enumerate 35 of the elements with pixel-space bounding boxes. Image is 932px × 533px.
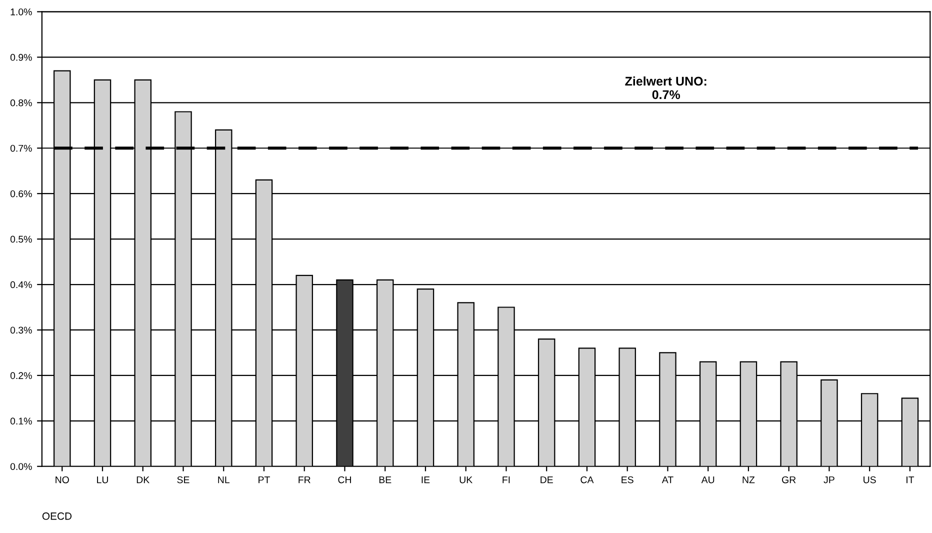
x-tick-label: AT [662,476,674,484]
x-tick-label: CA [580,476,594,484]
x-tick-label: GR [782,476,796,484]
x-tick-label: DK [136,476,150,484]
y-tick-label: 0.2% [10,372,32,380]
y-tick-label: 0.6% [10,190,32,198]
x-tick-label: ES [622,476,634,484]
y-tick-label: 0.3% [10,326,32,334]
y-tick-label: 0.9% [10,54,32,61]
x-tick-label: LU [97,476,108,484]
x-tick-label: IE [422,476,430,484]
y-tick-label: 0.0% [10,463,32,470]
y-tick-label: 0.1% [10,418,32,425]
y-tick-label: 0.4% [10,281,32,288]
text: OECD [42,512,72,520]
x-tick-label: CH [338,476,351,484]
x-tick-label: NL [218,476,230,484]
ref-line-label: Zielwert UNO: 0.7% [625,76,706,100]
x-tick-label: PT [258,476,270,484]
x-tick-label: NO [56,476,69,484]
x-tick-label: BE [379,476,392,484]
x-tick-label: SE [177,476,190,484]
y-tick-label: 1.0% [10,8,32,16]
y-tick-label: 0.5% [10,236,32,243]
x-tick-label: US [864,476,876,484]
x-tick-label: FR [298,476,310,484]
x-tick-label: UK [460,476,472,484]
x-tick-label: FI [502,476,510,484]
x-tick-label: JP [824,476,834,484]
y-tick-label: 0.8% [10,99,32,106]
x-tick-label: DE [540,476,553,484]
x-tick-label: AU [701,476,714,484]
y-tick-label: 0.7% [10,144,32,152]
x-tick-label: IT [906,476,914,484]
x-tick-label: NZ [742,476,755,484]
